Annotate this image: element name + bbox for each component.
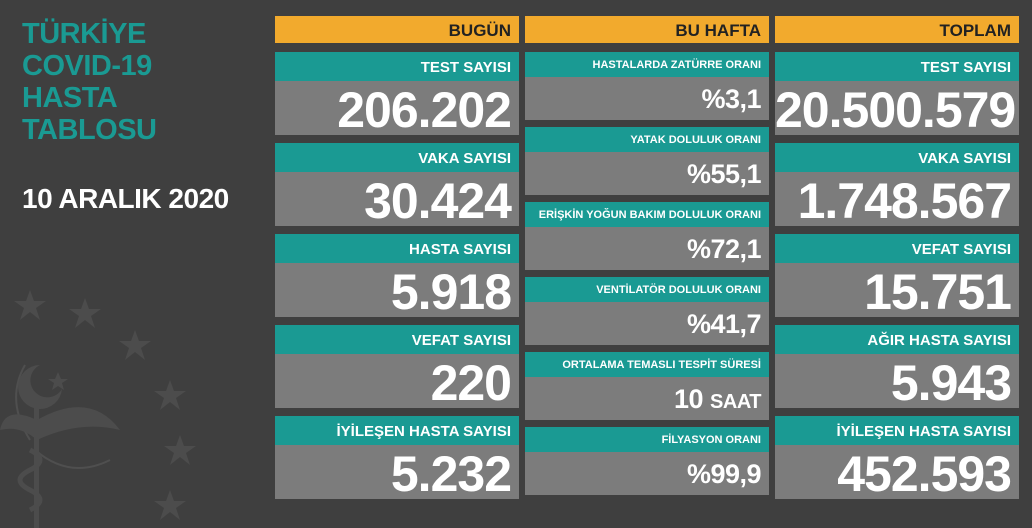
week-icu-value: %72,1 xyxy=(686,234,762,264)
total-test-card: TEST SAYISI 20.500.579 xyxy=(775,52,1019,138)
week-contact-card: ORTALAMA TEMASLI TESPİT SÜRESİ 10 SAAT xyxy=(525,352,769,420)
total-severe-value: 5.943 xyxy=(890,355,1012,411)
week-pneumonia-card: HASTALARDA ZATÜRRE ORANI %3,1 xyxy=(525,52,769,120)
total-death-label: VEFAT SAYISI xyxy=(775,234,1019,263)
ministry-emblem-icon xyxy=(0,290,196,528)
week-filiation-label: FİLYASYON ORANI xyxy=(525,427,769,452)
total-test-value: 20.500.579 xyxy=(775,82,1016,138)
total-case-card: VAKA SAYISI 1.748.567 xyxy=(775,143,1019,229)
week-ventilator-value: %41,7 xyxy=(686,309,762,339)
week-contact-unit: SAAT xyxy=(710,391,761,413)
today-patient-value: 5.918 xyxy=(390,264,512,320)
total-recovered-card: İYİLEŞEN HASTA SAYISI 452.593 xyxy=(775,416,1019,502)
today-recovered-label: İYİLEŞEN HASTA SAYISI xyxy=(275,416,519,445)
today-patient-card: HASTA SAYISI 5.918 xyxy=(275,234,519,320)
today-recovered-card: İYİLEŞEN HASTA SAYISI 5.232 xyxy=(275,416,519,502)
report-date: 10 ARALIK 2020 xyxy=(22,183,229,214)
title-line: HASTA xyxy=(22,82,118,114)
total-case-value: 1.748.567 xyxy=(797,173,1012,229)
total-death-value: 15.751 xyxy=(864,264,1012,320)
total-recovered-label: İYİLEŞEN HASTA SAYISI xyxy=(775,416,1019,445)
total-test-label: TEST SAYISI xyxy=(775,52,1019,81)
dashboard-title: TÜRKİYE COVID-19 HASTA TABLOSU xyxy=(22,18,157,146)
today-test-label: TEST SAYISI xyxy=(275,52,519,81)
week-icu-label: ERİŞKİN YOĞUN BAKIM DOLULUK ORANI xyxy=(525,202,769,227)
title-line: COVID-19 xyxy=(22,50,152,82)
total-column: TOPLAM TEST SAYISI 20.500.579 VAKA SAYIS… xyxy=(775,16,1019,502)
title-line: TÜRKİYE xyxy=(22,18,146,50)
week-pneumonia-label: HASTALARDA ZATÜRRE ORANI xyxy=(525,52,769,77)
today-case-card: VAKA SAYISI 30.424 xyxy=(275,143,519,229)
total-severe-card: AĞIR HASTA SAYISI 5.943 xyxy=(775,325,1019,411)
week-contact-value: 10 SAAT xyxy=(525,377,769,424)
week-filiation-value: %99,9 xyxy=(686,459,762,489)
week-ventilator-label: VENTİLATÖR DOLULUK ORANI xyxy=(525,277,769,302)
week-bed-card: YATAK DOLULUK ORANI %55,1 xyxy=(525,127,769,195)
week-icu-card: ERİŞKİN YOĞUN BAKIM DOLULUK ORANI %72,1 xyxy=(525,202,769,270)
today-death-card: VEFAT SAYISI 220 xyxy=(275,325,519,411)
week-header: BU HAFTA xyxy=(525,16,769,43)
today-recovered-value: 5.232 xyxy=(390,446,512,502)
today-death-label: VEFAT SAYISI xyxy=(275,325,519,354)
week-column: BU HAFTA HASTALARDA ZATÜRRE ORANI %3,1 Y… xyxy=(525,16,769,495)
week-pneumonia-value: %3,1 xyxy=(701,84,761,114)
total-header: TOPLAM xyxy=(775,16,1019,43)
today-case-value: 30.424 xyxy=(364,173,512,229)
total-severe-label: AĞIR HASTA SAYISI xyxy=(775,325,1019,354)
today-patient-label: HASTA SAYISI xyxy=(275,234,519,263)
total-recovered-value: 452.593 xyxy=(837,446,1012,502)
week-bed-value: %55,1 xyxy=(686,159,762,189)
today-death-value: 220 xyxy=(430,355,512,411)
week-bed-label: YATAK DOLULUK ORANI xyxy=(525,127,769,152)
week-ventilator-card: VENTİLATÖR DOLULUK ORANI %41,7 xyxy=(525,277,769,345)
today-test-card: TEST SAYISI 206.202 xyxy=(275,52,519,138)
total-death-card: VEFAT SAYISI 15.751 xyxy=(775,234,1019,320)
week-contact-label: ORTALAMA TEMASLI TESPİT SÜRESİ xyxy=(525,352,769,377)
today-header: BUGÜN xyxy=(275,16,519,43)
total-case-label: VAKA SAYISI xyxy=(775,143,1019,172)
week-filiation-card: FİLYASYON ORANI %99,9 xyxy=(525,427,769,495)
today-case-label: VAKA SAYISI xyxy=(275,143,519,172)
today-test-value: 206.202 xyxy=(337,82,512,138)
week-contact-number: 10 xyxy=(673,384,704,414)
today-column: BUGÜN TEST SAYISI 206.202 VAKA SAYISI 30… xyxy=(275,16,519,502)
title-line: TABLOSU xyxy=(22,114,157,146)
